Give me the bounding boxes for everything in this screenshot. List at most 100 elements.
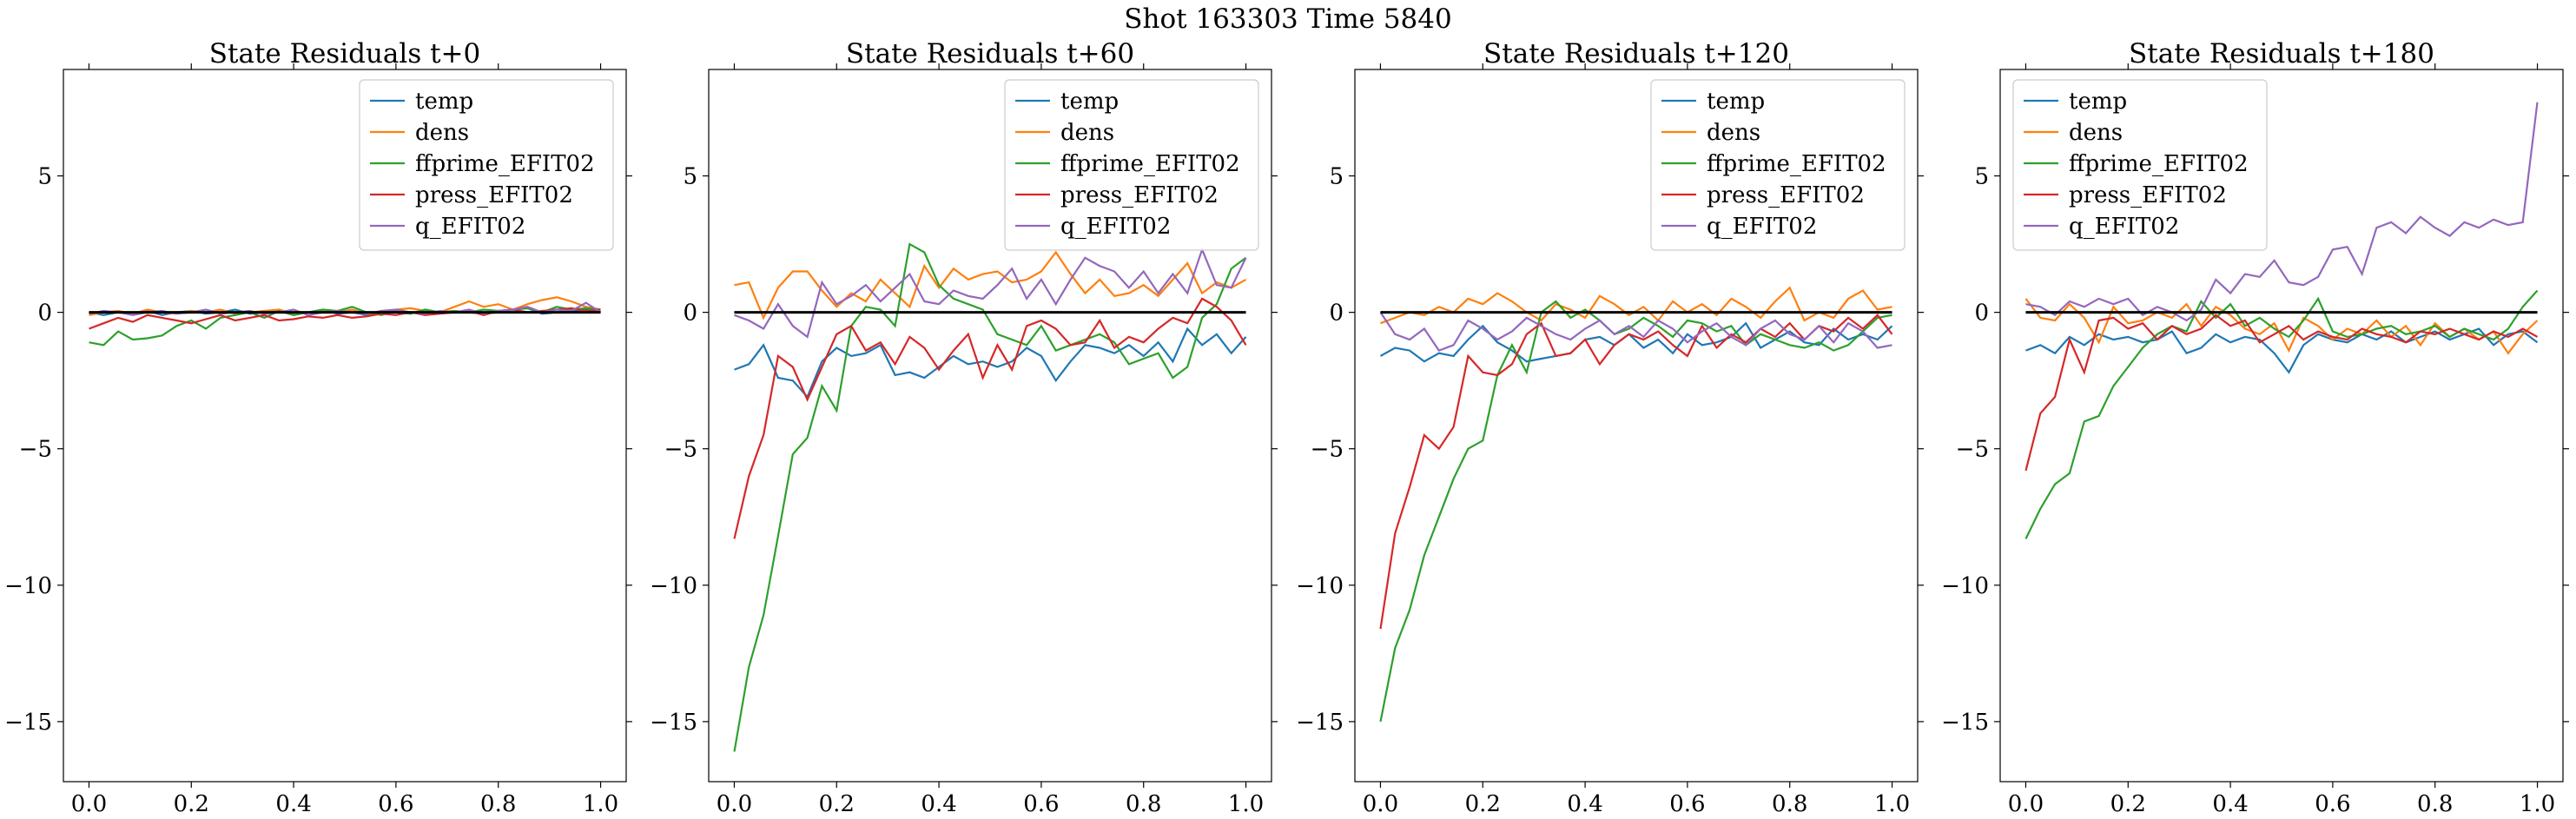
y-tick-label: −5 xyxy=(1311,437,1344,463)
legend-label: temp xyxy=(2069,89,2127,115)
y-tick-label: −15 xyxy=(650,710,697,736)
legend-label: ffprime_EFIT02 xyxy=(1060,151,1240,177)
x-tick-label: 0.4 xyxy=(921,791,956,817)
x-tick-label: 0.8 xyxy=(2417,791,2453,817)
x-tick-label: 0.2 xyxy=(1465,791,1501,817)
x-tick-label: 0.6 xyxy=(2315,791,2350,817)
subplot-title: State Residuals t+0 xyxy=(209,38,480,69)
y-tick-label: 0 xyxy=(1329,301,1344,327)
legend-label: q_EFIT02 xyxy=(1707,214,1817,240)
series-line-dens xyxy=(734,250,1247,320)
subplot-2: State Residuals t+120 0.0 0.2 0.4 0.6 0.8 1.0 −… xyxy=(1296,38,1924,817)
series-line-temp xyxy=(1379,321,1893,363)
series-line-ffprime_EFIT02 xyxy=(1379,300,1892,723)
legend-box xyxy=(359,79,614,251)
legend: temp dens ffprime_EFIT02 press_EFIT02 q_EFIT… xyxy=(359,79,614,251)
legend-box xyxy=(2012,79,2268,251)
y-tick-label: 5 xyxy=(683,164,697,190)
legend-label: dens xyxy=(2069,120,2123,146)
x-tick-label: 0.0 xyxy=(71,791,107,817)
series-line-dens xyxy=(1380,286,1892,325)
series-line-q_EFIT02 xyxy=(734,247,1247,339)
series-line-q_EFIT02 xyxy=(1379,311,1892,352)
legend-label: press_EFIT02 xyxy=(2069,182,2227,208)
subplots: State Residuals t+0 0.0 0.2 0.4 0.6 0.8 1.0 −15… xyxy=(4,38,2569,817)
axes-frame xyxy=(708,69,1272,783)
y-tick-label: 0 xyxy=(37,301,52,327)
x-tick-label: 1.0 xyxy=(583,791,618,817)
axes-frame xyxy=(1354,69,1919,783)
subplot-title: State Residuals t+60 xyxy=(846,38,1134,69)
y-tick-label: −15 xyxy=(1296,710,1344,736)
legend-label: press_EFIT02 xyxy=(1060,182,1219,208)
series-line-ffprime_EFIT02 xyxy=(733,242,1247,752)
series-line-q_EFIT02 xyxy=(2025,102,2539,322)
legend-box xyxy=(1004,79,1259,251)
y-tick-label: −10 xyxy=(1296,573,1344,599)
subplot-1: State Residuals t+60 0.0 0.2 0.4 0.6 0.8 1.0 −1… xyxy=(650,38,1278,817)
x-tick-label: 0.6 xyxy=(1023,791,1059,817)
legend-label: q_EFIT02 xyxy=(2069,214,2179,240)
x-tick-label: 0.6 xyxy=(1669,791,1705,817)
y-tick-label: 5 xyxy=(1974,164,1989,190)
legend-label: q_EFIT02 xyxy=(1060,214,1171,240)
series-line-temp xyxy=(2025,327,2539,374)
x-tick-label: 0.0 xyxy=(1363,791,1398,817)
y-tick-label: −5 xyxy=(1956,437,1989,463)
y-tick-label: 5 xyxy=(1329,164,1344,190)
legend-label: dens xyxy=(415,120,469,146)
x-tick-label: 0.2 xyxy=(174,791,209,817)
legend-label: dens xyxy=(1060,120,1114,146)
legend-box xyxy=(1650,79,1906,251)
x-tick-label: 0.8 xyxy=(1126,791,1161,817)
series-line-temp xyxy=(734,327,1247,400)
legend: temp dens ffprime_EFIT02 press_EFIT02 q_EFIT… xyxy=(2012,79,2268,251)
series-line-press_EFIT02 xyxy=(2024,314,2539,472)
y-tick-label: −10 xyxy=(4,573,52,599)
legend-label: dens xyxy=(1707,120,1760,146)
y-tick-label: 0 xyxy=(683,301,697,327)
series-line-press_EFIT02 xyxy=(733,297,1247,539)
x-tick-label: 0.8 xyxy=(1772,791,1807,817)
legend-label: q_EFIT02 xyxy=(415,214,525,240)
x-tick-label: 0.4 xyxy=(1567,791,1602,817)
y-tick-label: −10 xyxy=(650,573,697,599)
x-tick-label: 0.0 xyxy=(2008,791,2044,817)
y-tick-label: −15 xyxy=(1941,710,1989,736)
legend: temp dens ffprime_EFIT02 press_EFIT02 q_EFIT… xyxy=(1650,79,1906,251)
subplot-3: State Residuals t+180 0.0 0.2 0.4 0.6 0.8 1.0 −… xyxy=(1941,38,2569,817)
legend-label: temp xyxy=(1060,89,1119,115)
legend-label: press_EFIT02 xyxy=(1707,182,1865,208)
figure-title: Shot 163303 Time 5840 xyxy=(1124,3,1451,35)
axes-frame xyxy=(63,69,627,783)
x-tick-label: 1.0 xyxy=(1228,791,1264,817)
series-line-ffprime_EFIT02 xyxy=(2024,289,2539,539)
y-tick-label: −5 xyxy=(19,437,52,463)
y-tick-label: −10 xyxy=(1941,573,1989,599)
legend: temp dens ffprime_EFIT02 press_EFIT02 q_EFIT… xyxy=(1004,79,1259,251)
y-tick-label: 5 xyxy=(37,164,52,190)
x-tick-label: 1.0 xyxy=(2520,791,2555,817)
x-tick-label: 0.2 xyxy=(819,791,855,817)
legend-label: temp xyxy=(415,89,473,115)
subplot-0: State Residuals t+0 0.0 0.2 0.4 0.6 0.8 1.0 −15… xyxy=(4,38,632,817)
y-tick-label: 0 xyxy=(1974,301,1989,327)
x-tick-label: 0.4 xyxy=(2212,791,2248,817)
series-line-dens xyxy=(2024,298,2539,355)
x-tick-label: 0.6 xyxy=(378,791,413,817)
legend-label: press_EFIT02 xyxy=(415,182,573,208)
subplot-title: State Residuals t+120 xyxy=(1483,38,1789,69)
y-tick-label: −5 xyxy=(664,437,697,463)
legend-label: ffprime_EFIT02 xyxy=(415,151,595,177)
subplot-title: State Residuals t+180 xyxy=(2129,38,2434,69)
y-tick-label: −15 xyxy=(4,710,52,736)
x-tick-label: 0.8 xyxy=(480,791,516,817)
legend-label: ffprime_EFIT02 xyxy=(1707,151,1886,177)
axes-frame xyxy=(1999,69,2564,783)
x-tick-label: 1.0 xyxy=(1874,791,1910,817)
legend-label: temp xyxy=(1707,89,1765,115)
legend-label: ffprime_EFIT02 xyxy=(2069,151,2249,177)
x-tick-label: 0.4 xyxy=(275,791,311,817)
x-tick-label: 0.2 xyxy=(2110,791,2146,817)
